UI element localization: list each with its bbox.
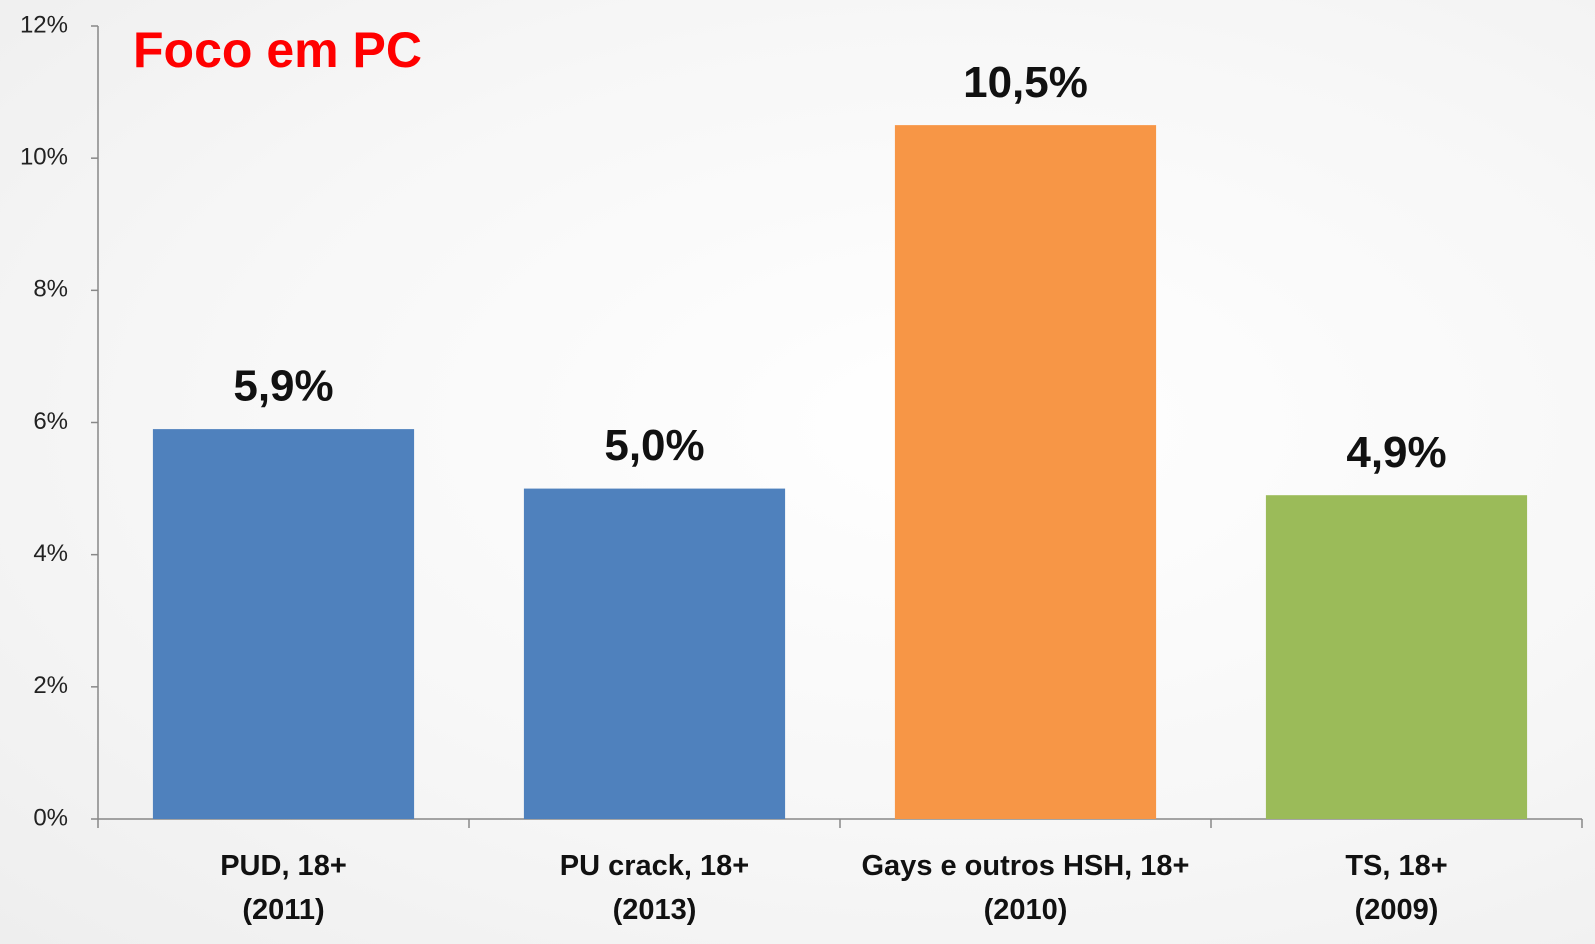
y-tick-label: 2% (33, 672, 68, 699)
y-tick-label: 8% (33, 276, 68, 303)
y-tick-label: 4% (33, 540, 68, 567)
value-label: 5,0% (604, 421, 704, 470)
y-tick-label: 0% (33, 804, 68, 831)
value-label: 4,9% (1346, 428, 1446, 477)
chart-title: Foco em PC (133, 22, 422, 78)
x-tick-label: PU crack, 18+ (2013) (559, 850, 750, 926)
value-label: 10,5% (963, 58, 1088, 107)
bar (1265, 495, 1528, 819)
x-tick-label: PUD, 18+ (2011) (220, 850, 347, 926)
bar (152, 429, 415, 819)
y-tick-label: 12% (20, 11, 68, 38)
value-label: 5,9% (233, 362, 333, 411)
x-tick-label: Gays e outros HSH, 18+ (2010) (861, 850, 1190, 926)
y-tick-label: 6% (33, 408, 68, 435)
y-tick-label: 10% (20, 144, 68, 171)
bar (523, 488, 786, 819)
bar (894, 125, 1157, 819)
x-tick-label: TS, 18+ (2009) (1345, 850, 1448, 926)
